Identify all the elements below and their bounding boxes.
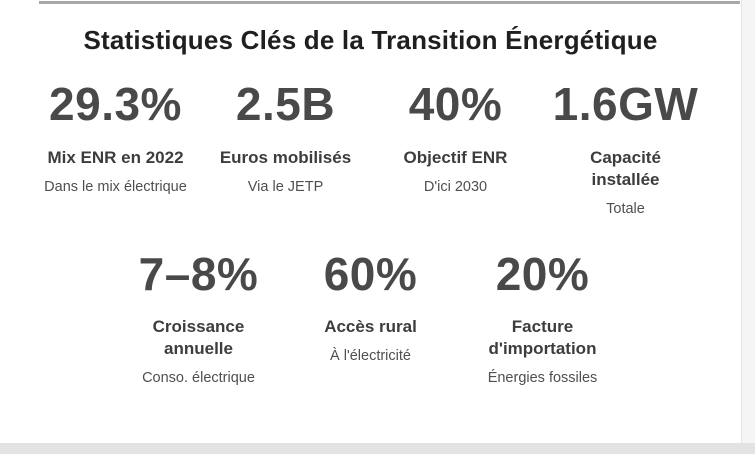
- top-divider-line: [39, 1, 740, 4]
- bottom-bar: [0, 443, 755, 454]
- stat-value: 29.3%: [49, 78, 182, 130]
- stat-value: 2.5B: [235, 78, 336, 130]
- stat-sublabel: Énergies fossiles: [487, 370, 598, 387]
- stat-croissance-annuelle: 7–8% Croissance annuelle Conso. électriq…: [113, 247, 285, 389]
- stat-euros-mobilises: 2.5B Euros mobilisés Via le JETP: [201, 79, 371, 197]
- stat-objectif-enr: 40% Objectif ENR D'ici 2030: [371, 79, 541, 197]
- stat-label: Euros mobilisés: [219, 147, 352, 167]
- stats-row-2: 7–8% Croissance annuelle Conso. électriq…: [0, 247, 741, 389]
- stat-sublabel: Conso. électrique: [142, 370, 255, 387]
- stat-acces-rural: 60% Accès rural À l'électricité: [285, 247, 457, 367]
- stats-row-1: 29.3% Mix ENR en 2022 Dans le mix électr…: [0, 79, 741, 219]
- stat-label: Croissance annuelle: [152, 317, 245, 359]
- stat-sublabel: Via le JETP: [247, 178, 324, 195]
- stat-value: 40%: [408, 78, 503, 130]
- stat-value: 20%: [495, 247, 590, 300]
- right-edge-gutter: [741, 0, 755, 443]
- stat-label: Objectif ENR: [403, 147, 508, 167]
- stat-capacite-installee: 1.6GW Capacité installée Totale: [541, 79, 711, 219]
- stat-sublabel: Dans le mix électrique: [44, 178, 187, 195]
- stat-label: Mix ENR en 2022: [47, 147, 184, 167]
- stat-value: 60%: [323, 247, 418, 300]
- stats-card: Statistiques Clés de la Transition Énerg…: [0, 25, 741, 389]
- stat-label: Accès rural: [324, 317, 417, 337]
- stat-label: Facture d'importation: [488, 317, 597, 359]
- stat-mix-enr: 29.3% Mix ENR en 2022 Dans le mix électr…: [31, 79, 201, 197]
- stat-label: Capacité installée: [590, 147, 661, 189]
- stat-facture-importation: 20% Facture d'importation Énergies fossi…: [457, 247, 629, 389]
- stat-value: 7–8%: [138, 247, 259, 300]
- stat-sublabel: D'ici 2030: [423, 178, 488, 195]
- stat-sublabel: Totale: [606, 200, 645, 217]
- stat-sublabel: À l'électricité: [330, 348, 411, 365]
- page-title: Statistiques Clés de la Transition Énerg…: [83, 25, 658, 55]
- stat-value: 1.6GW: [552, 78, 699, 130]
